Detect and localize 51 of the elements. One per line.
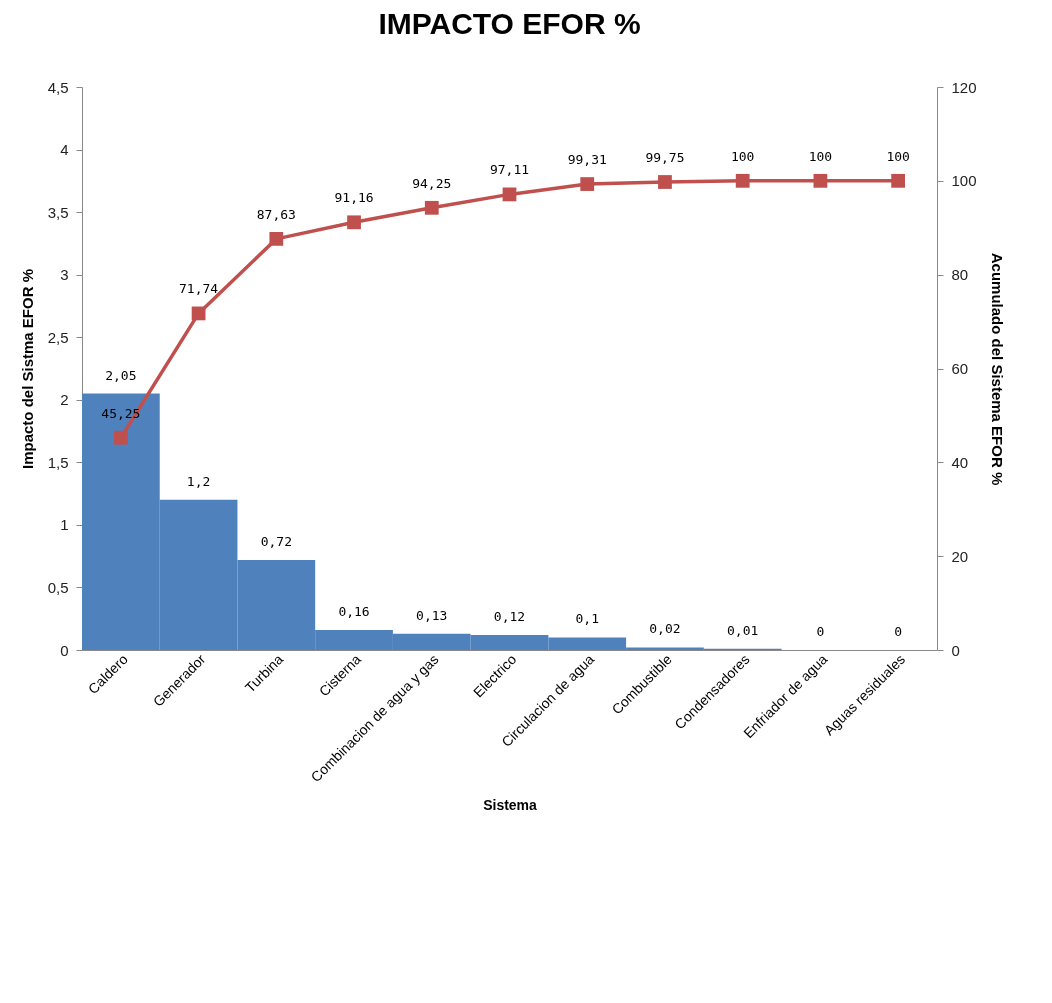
data-label: 0,13 [416, 607, 448, 623]
y2-tick-label: 20 [951, 547, 969, 565]
data-label: 0 [894, 624, 903, 639]
y-tick-label: 2,5 [47, 328, 69, 346]
point [269, 231, 284, 246]
y-tick-label: 3 [60, 266, 69, 284]
y-tick-label: 4 [60, 141, 69, 159]
y-tick-label: 2 [60, 391, 69, 409]
x-axis-title: Sistema [483, 797, 538, 814]
y-tick-label: 1,5 [47, 453, 69, 471]
data-label: 99,75 [645, 150, 685, 166]
data-label: 2,05 [105, 367, 137, 383]
point [658, 175, 672, 189]
y2-tick-label: 0 [951, 641, 960, 659]
data-label: 99,31 [567, 152, 607, 168]
data-label: 94,25 [412, 175, 452, 191]
chart-title: IMPACTO EFOR % [378, 7, 641, 40]
point [891, 173, 906, 188]
y-tick-label: 0 [60, 641, 69, 659]
data-label: 97,11 [489, 162, 530, 178]
data-label: 100 [808, 148, 833, 164]
point [347, 215, 361, 230]
data-label: 100 [886, 148, 910, 164]
point [113, 430, 128, 445]
y2-tick-label: 120 [951, 78, 977, 96]
data-label: 0,1 [575, 611, 599, 627]
y-tick-label: 3,5 [47, 203, 69, 221]
y-tick-label: 0,5 [47, 578, 69, 596]
y2-tick-label: 80 [951, 266, 969, 284]
data-label: 0,12 [493, 608, 526, 624]
point [735, 173, 750, 188]
data-label: 0,02 [649, 621, 681, 637]
data-label: 91,16 [334, 190, 374, 206]
y-tick-label: 4,5 [47, 78, 69, 96]
y2-axis-title: Acumulado del Sistema EFOR % [988, 252, 1006, 486]
y2-tick-label: 100 [951, 172, 977, 190]
point [813, 173, 828, 188]
data-label: 1,2 [186, 473, 211, 489]
y2-tick-label: 60 [951, 360, 969, 377]
data-label: 0,01 [727, 622, 759, 638]
data-label: 0,72 [260, 533, 292, 549]
point [580, 177, 595, 191]
y2-tick-label: 40 [951, 453, 969, 471]
data-label: 100 [730, 148, 755, 164]
y-tick-label: 1 [60, 516, 69, 534]
data-label: 0 [816, 624, 825, 639]
data-label: 0,16 [338, 603, 370, 619]
y-axis-title: Impacto del Sistma EFOR % [18, 268, 36, 470]
point [424, 200, 439, 215]
data-label: 87,63 [256, 206, 296, 222]
data-label: 71,74 [179, 281, 219, 297]
